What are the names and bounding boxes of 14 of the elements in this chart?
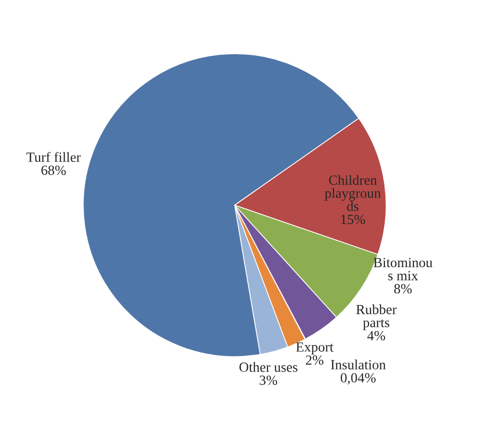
slice-label: Children playgroun ds bbox=[324, 175, 381, 212]
slice-label: Bitominou s mix bbox=[374, 258, 432, 280]
slice-label: Turf filler bbox=[26, 152, 81, 162]
slice-label: Insulation bbox=[330, 360, 386, 370]
slice-label: Other uses bbox=[239, 362, 298, 372]
data-label: 15% bbox=[341, 214, 366, 224]
data-label: 68% bbox=[41, 166, 66, 175]
data-label: 4% bbox=[367, 330, 386, 340]
data-label: 2% bbox=[306, 355, 324, 365]
slice-label: Export bbox=[296, 342, 334, 355]
data-label: 3% bbox=[260, 376, 278, 385]
data-label: 0,04% bbox=[340, 373, 376, 384]
data-label: 8% bbox=[394, 284, 412, 294]
slice-label: Rubber parts bbox=[356, 304, 397, 330]
